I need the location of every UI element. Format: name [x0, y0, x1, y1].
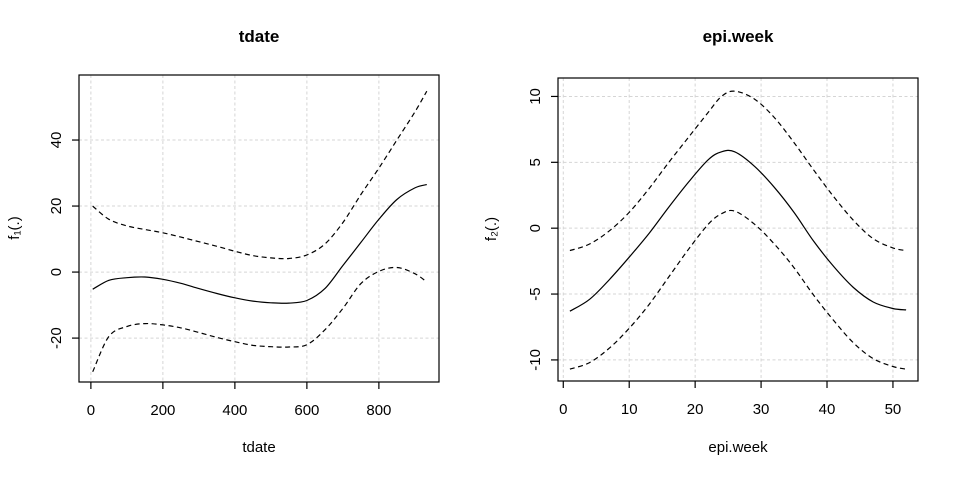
x-tick-label: 10: [621, 401, 638, 418]
y-tick-label: 20: [48, 198, 65, 215]
y-tick-label: 5: [527, 158, 544, 166]
x-axis-label-left: tdate: [242, 439, 276, 456]
tdate-lower_ci-line: [92, 266, 428, 373]
x-tick-label: 50: [885, 401, 902, 418]
x-tick-label: 600: [294, 402, 319, 419]
tdate-upper_ci-line: [92, 90, 428, 260]
epi.week-estimate-line: [569, 149, 907, 312]
panel-tdate: 0 200 400 600 800 -20 0 20 40: [48, 74, 440, 419]
chart-title-left: tdate: [238, 27, 280, 46]
y-tick-label: 40: [48, 132, 65, 149]
x-tick-label: 800: [366, 402, 391, 419]
x-tick-label: 400: [222, 402, 247, 419]
y-tick-label: 0: [527, 224, 544, 232]
y-axis-label-right: f₂(.): [483, 216, 500, 242]
y-tick-label: 0: [48, 268, 65, 276]
y-tick-label: -5: [527, 287, 544, 300]
x-tick-label: 30: [753, 401, 770, 418]
x-tick-label: 40: [819, 401, 836, 418]
panel-epi.week: 0 10 20 30 40 50 -10 -5 0 5 10: [527, 77, 919, 418]
x-tick-label: 200: [150, 402, 175, 419]
plot-box: [78, 74, 440, 383]
y-tick-label: -20: [48, 327, 65, 349]
plot-box: [557, 77, 919, 382]
y-axis-label-left: f₁(.): [6, 216, 23, 240]
tdate-estimate-line: [92, 184, 427, 304]
x-tick-label: 0: [87, 402, 95, 419]
x-axis-label-right: epi.week: [708, 439, 768, 456]
x-tick-label: 0: [559, 401, 567, 418]
chart-title-right: epi.week: [702, 27, 774, 46]
epi.week-upper_ci-line: [569, 90, 907, 252]
y-tick-label: -10: [527, 349, 544, 371]
y-tick-label: 10: [527, 88, 544, 105]
x-tick-label: 20: [687, 401, 704, 418]
